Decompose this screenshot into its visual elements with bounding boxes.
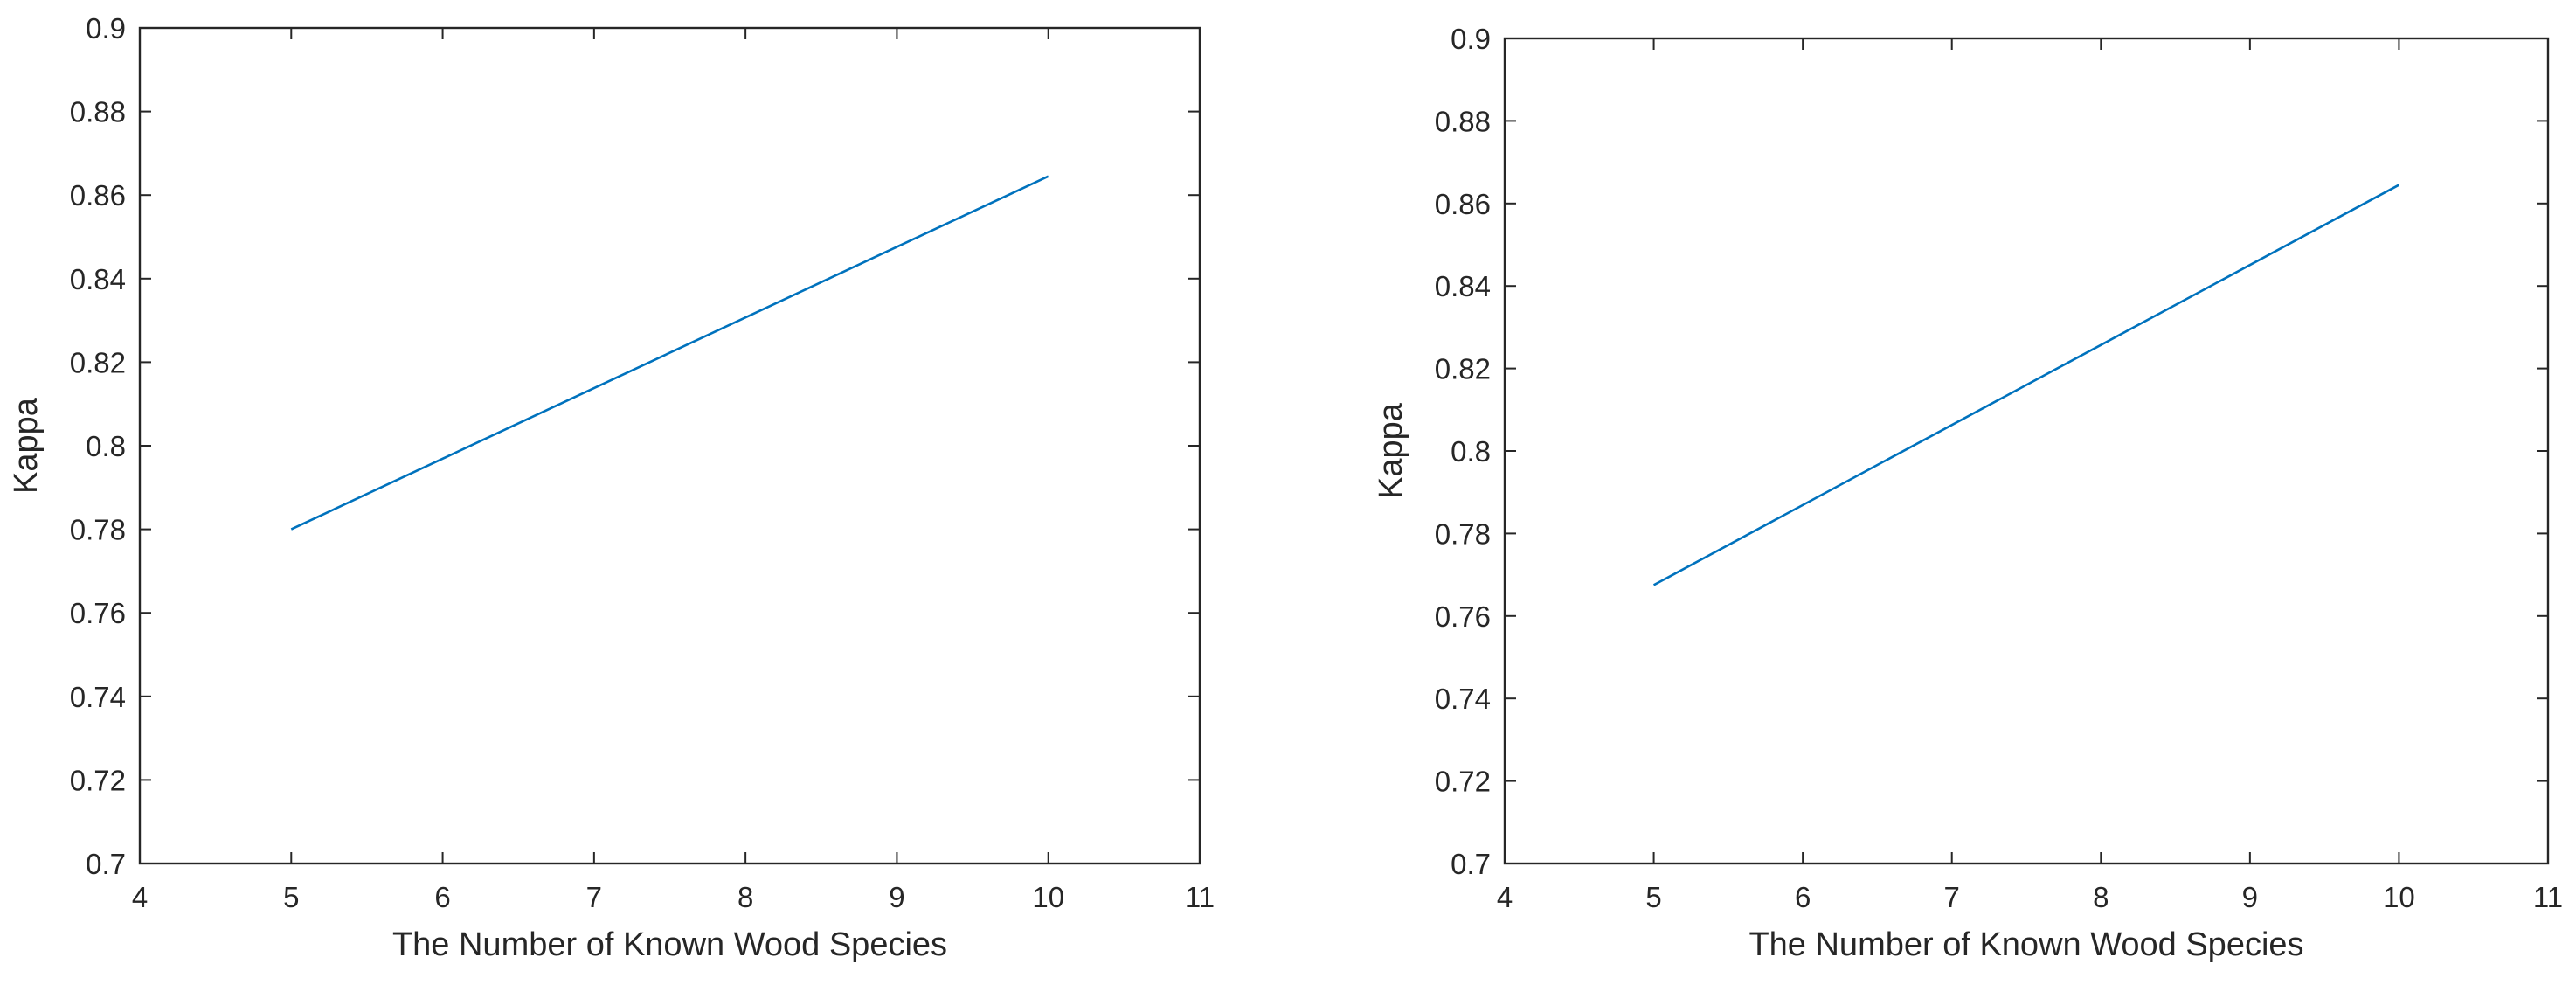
x-tick-label: 7 [1944, 881, 1960, 913]
y-tick-label: 0.84 [1435, 270, 1491, 302]
x-tick-label: 5 [283, 881, 299, 913]
y-tick-label: 0.74 [1435, 683, 1491, 715]
y-tick-label: 0.82 [70, 346, 126, 378]
y-tick-label: 0.88 [70, 96, 126, 128]
x-tick-label: 8 [737, 881, 753, 913]
x-tick-label: 11 [2533, 881, 2563, 913]
x-tick-label: 4 [1497, 881, 1513, 913]
y-tick-label: 0.7 [1451, 848, 1491, 880]
y-tick-label: 0.78 [1435, 517, 1491, 550]
y-tick-label: 0.8 [86, 430, 126, 462]
x-tick-label: 10 [1032, 881, 1064, 913]
x-tick-label: 11 [1185, 881, 1215, 913]
y-tick-label: 0.76 [70, 597, 126, 629]
y-tick-label: 0.86 [70, 179, 126, 212]
x-axis-label: The Number of Known Wood Species [1748, 926, 2303, 963]
x-tick-label: 6 [1795, 881, 1811, 913]
x-tick-label: 4 [132, 881, 148, 913]
x-tick-label: 7 [586, 881, 602, 913]
y-tick-label: 0.9 [1451, 23, 1491, 55]
y-tick-label: 0.88 [1435, 105, 1491, 137]
y-axis-label: Kappa [1373, 402, 1409, 499]
y-tick-label: 0.84 [70, 263, 126, 295]
x-axis-label: The Number of Known Wood Species [392, 926, 947, 963]
plot-area-frame [1503, 37, 2550, 865]
y-tick-label: 0.74 [70, 681, 126, 713]
x-tick-label: 5 [1645, 881, 1661, 913]
y-tick-label: 0.86 [1435, 188, 1491, 220]
series-line-1 [1652, 184, 2400, 586]
y-tick-label: 0.76 [1435, 600, 1491, 633]
y-tick-label: 0.72 [70, 764, 126, 796]
x-tick-label: 8 [2093, 881, 2109, 913]
y-axis-label: Kappa [8, 397, 45, 494]
x-tick-label: 10 [2383, 881, 2415, 913]
y-tick-label: 0.9 [86, 12, 126, 45]
x-tick-label: 9 [2242, 881, 2258, 913]
y-tick-label: 0.7 [86, 848, 126, 880]
y-tick-label: 0.8 [1451, 435, 1491, 468]
plot-area-frame [138, 26, 1201, 865]
series-line-1 [290, 175, 1049, 531]
y-tick-label: 0.78 [70, 514, 126, 546]
y-tick-label: 0.82 [1435, 353, 1491, 385]
y-tick-label: 0.72 [1435, 766, 1491, 798]
chart-panel-2: 4 5 6 7 8 9 10 11 0.7 0.72 0.74 0.76 0.78 0.8 0.82 0.84… [1373, 23, 2563, 963]
x-tick-label: 9 [889, 881, 904, 913]
chart-panel-1: 4 5 6 7 8 9 10 11 0.7 0.72 0.74 0.76 0.78 0.8 0.82 0.84… [8, 12, 1215, 963]
x-tick-label: 6 [434, 881, 450, 913]
